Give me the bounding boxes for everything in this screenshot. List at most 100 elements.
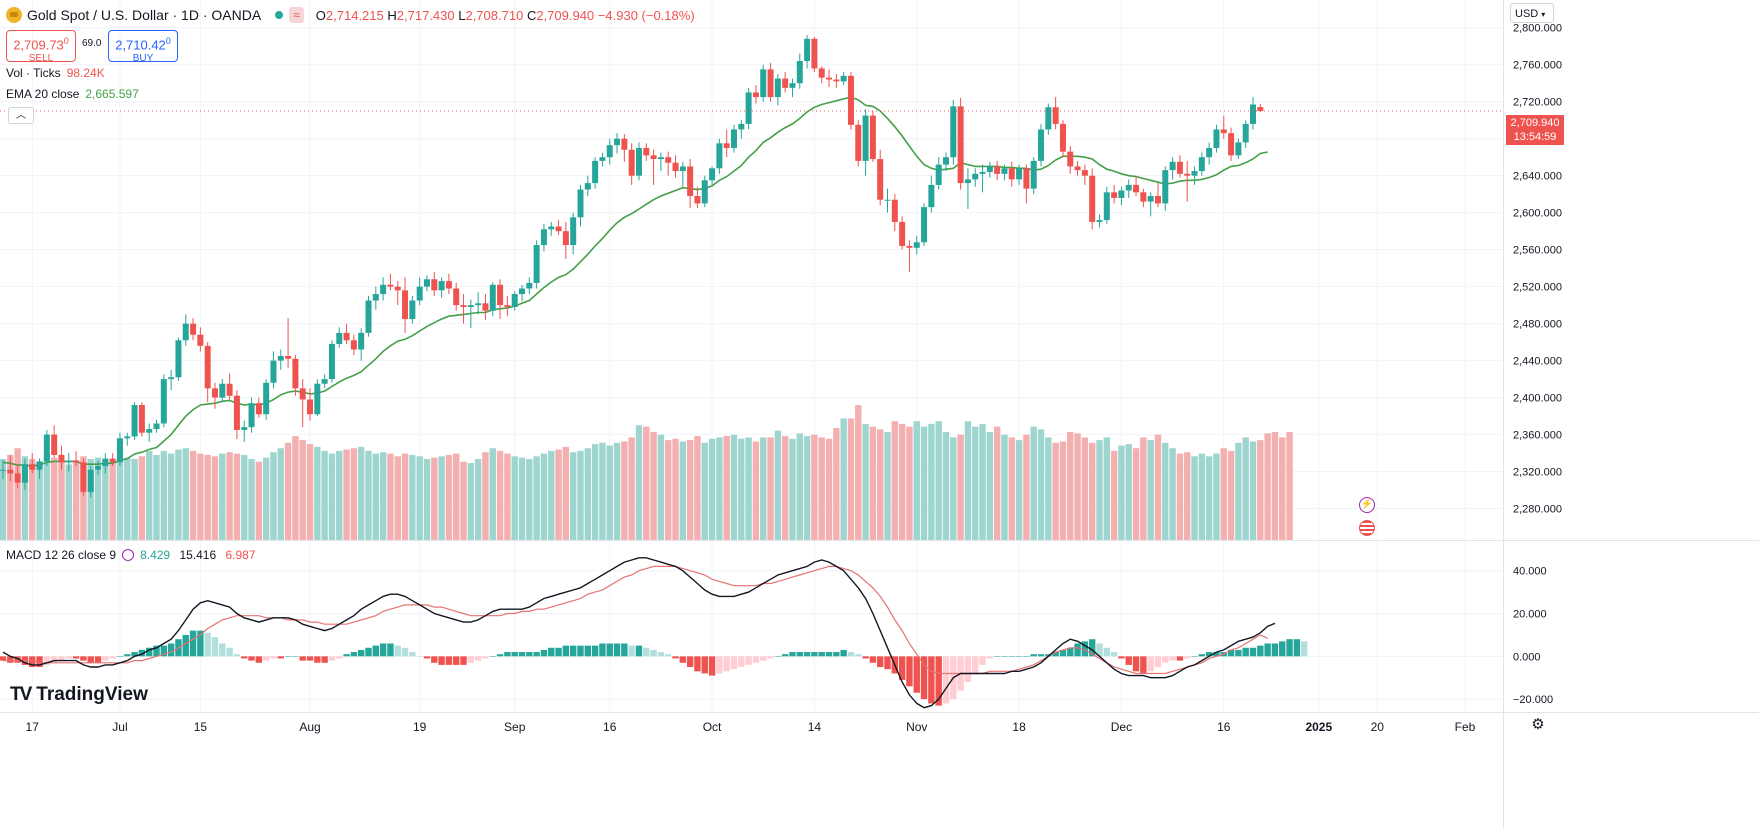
macd-histogram-bar	[197, 630, 204, 657]
candle	[299, 379, 306, 428]
volume-bar	[540, 453, 548, 540]
candle	[124, 432, 131, 446]
candle-body	[504, 305, 511, 307]
flash-icon[interactable]: ⚡	[1359, 497, 1375, 513]
candle-body	[635, 147, 642, 176]
macd-histogram-bar	[694, 656, 701, 672]
us-flag-icon[interactable]	[1359, 520, 1375, 536]
candle-body	[138, 405, 145, 433]
volume-bar	[80, 456, 87, 540]
macd-histogram-bar	[496, 654, 504, 657]
volume-bar	[1008, 437, 1015, 540]
macd-histogram-bar	[1205, 652, 1213, 657]
volume-bar	[146, 450, 153, 540]
candle-body	[964, 179, 971, 184]
volume-bar	[241, 454, 248, 540]
volume-bar	[124, 457, 131, 540]
candle-body	[1242, 123, 1249, 143]
gear-icon[interactable]: ⚙	[1531, 716, 1545, 733]
collapse-legend-button[interactable]: ︿	[8, 107, 34, 124]
volume-bar	[599, 442, 606, 540]
time-tick-label: 2025	[1305, 720, 1332, 734]
macd-histogram-bar	[913, 656, 920, 693]
volume-bar	[1030, 426, 1037, 540]
time-tick-label: Nov	[906, 720, 927, 734]
candle	[102, 453, 109, 474]
macd-histogram-bar	[789, 652, 796, 657]
candle-body	[701, 180, 708, 204]
candle-body	[811, 38, 818, 69]
candle-body	[687, 166, 694, 197]
macd-histogram-bar	[182, 634, 189, 657]
candle-body	[1103, 192, 1110, 221]
candle	[614, 133, 621, 154]
volume-bar	[131, 459, 138, 540]
macd-histogram-bar	[796, 652, 803, 657]
volume-bar	[1249, 441, 1257, 540]
candle	[277, 349, 284, 370]
candle	[1081, 164, 1088, 185]
currency-selector[interactable]: USD ▾	[1510, 3, 1554, 23]
macd-histogram-bar	[401, 647, 409, 657]
candle-body	[657, 157, 664, 160]
candle-body	[899, 221, 906, 246]
candle-body	[51, 434, 58, 455]
sell-button[interactable]: 2,709.730 SELL	[6, 30, 76, 64]
volume-bar	[387, 453, 394, 540]
candle-body	[43, 434, 50, 462]
candle	[497, 279, 504, 320]
macd-legend[interactable]: MACD 12 26 close 9 8.429 15.416 6.987	[6, 548, 256, 562]
macd-histogram-bar	[379, 643, 387, 657]
volume-bar	[533, 456, 540, 540]
buy-button[interactable]: 2,710.420 BUY	[108, 30, 178, 64]
candle-body	[248, 403, 255, 428]
volume-bar	[650, 432, 657, 540]
candle-body	[1154, 196, 1161, 204]
candle	[964, 168, 971, 209]
candle-body	[65, 460, 72, 463]
macd-histogram-bar	[1125, 656, 1132, 665]
candle	[972, 168, 979, 187]
candle-body	[1191, 171, 1198, 176]
tradingview-logo[interactable]: TV TradingView	[10, 684, 148, 705]
candle	[445, 273, 452, 295]
price-tick-label: 2,760.000	[1513, 60, 1562, 72]
macd-histogram-bar	[29, 656, 36, 668]
macd-histogram-bar	[686, 656, 694, 668]
volume-bar	[1162, 442, 1169, 540]
macd-histogram-bar	[116, 656, 124, 657]
candle-body	[80, 462, 87, 492]
ohlc-low: 2,708.710	[465, 7, 524, 23]
volume-bar	[43, 456, 51, 540]
volume-bar	[665, 440, 672, 540]
candle-body	[263, 382, 270, 415]
candle	[906, 240, 913, 272]
macd-histogram-bar	[504, 652, 511, 657]
macd-histogram-bar	[277, 656, 284, 659]
candle	[584, 175, 591, 197]
wave-icon[interactable]: ≈	[289, 7, 304, 23]
candle-body	[241, 427, 248, 430]
volume-bar	[913, 421, 920, 540]
ema-legend[interactable]: EMA 20 close 2,665.597	[6, 87, 139, 101]
macd-histogram-bar	[482, 656, 489, 659]
volume-legend[interactable]: Vol · Ticks 98.24K	[6, 66, 105, 80]
macd-histogram-bar	[167, 643, 175, 657]
macd-histogram-bar	[972, 656, 979, 674]
symbol-title[interactable]: Gold Spot / U.S. Dollar · 1D · OANDA	[27, 7, 262, 23]
volume-bar	[708, 438, 716, 540]
candle	[1023, 164, 1030, 204]
candle-body	[1008, 168, 1015, 180]
macd-histogram-bar	[584, 645, 591, 657]
candle	[1176, 155, 1183, 178]
volume-value: 98.24K	[66, 66, 105, 80]
macd-histogram-bar	[562, 645, 570, 657]
volume-bar	[679, 441, 687, 540]
candle-body	[146, 429, 153, 433]
candle-body	[343, 332, 350, 341]
gold-coin-icon	[6, 7, 22, 23]
volume-bar	[569, 452, 577, 540]
macd-histogram-bar	[153, 645, 160, 657]
macd-histogram-bar	[460, 656, 467, 665]
